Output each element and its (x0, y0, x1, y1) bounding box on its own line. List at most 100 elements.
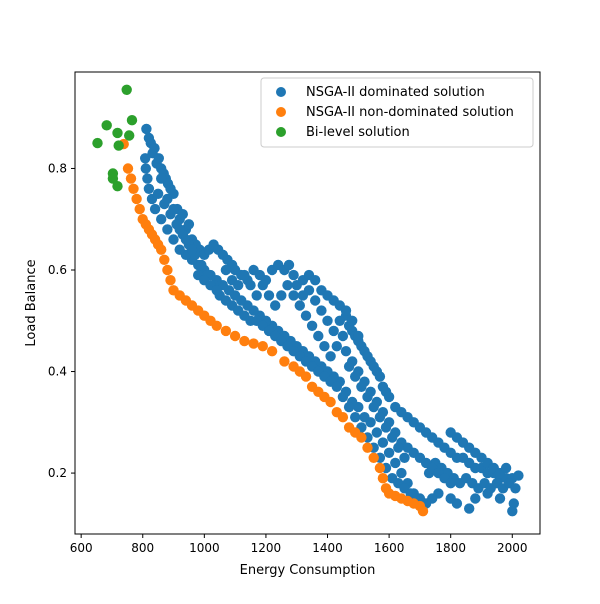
dominated-point (390, 457, 401, 469)
dominated-point (149, 143, 160, 154)
dominated-point (371, 427, 382, 438)
dominated-point (297, 290, 309, 301)
dominated-point (368, 401, 379, 413)
dominated-point (239, 269, 250, 281)
dominated-point (251, 290, 262, 301)
dominated-point (220, 264, 232, 276)
dominated-point (288, 290, 299, 301)
bilevel-point (126, 115, 138, 126)
non-dominated-point (229, 330, 241, 342)
dominated-point (322, 315, 333, 326)
x-tick-label: 1600 (374, 541, 405, 555)
y-tick-label: 0.2 (48, 466, 67, 480)
non-dominated-point (248, 338, 259, 349)
dominated-point (174, 244, 185, 255)
bilevel-point (92, 137, 103, 149)
dominated-point (340, 346, 352, 357)
dominated-point (374, 412, 386, 423)
dominated-point (334, 315, 345, 326)
bilevel-point (107, 173, 119, 184)
dominated-point (380, 422, 392, 433)
legend-label-bilevel: Bi-level solution (306, 125, 410, 140)
y-tick-label: 0.4 (48, 365, 67, 379)
dominated-point (313, 330, 324, 342)
non-dominated-point (279, 356, 290, 367)
dominated-point (343, 401, 355, 413)
dominated-point (168, 234, 179, 245)
series-1 (140, 123, 524, 517)
legend-label-non-dominated: NSGA-II non-dominated solution (306, 105, 514, 120)
x-tick-label: 1000 (189, 541, 220, 555)
non-dominated-point (131, 193, 142, 205)
dominated-point (316, 305, 327, 316)
dominated-point (310, 295, 321, 306)
dominated-point (319, 341, 330, 352)
dominated-point (180, 234, 192, 245)
dominated-point (282, 280, 293, 291)
non-dominated-point (266, 346, 278, 357)
dominated-point (245, 280, 256, 291)
dominated-point (362, 391, 373, 403)
bilevel-point (113, 140, 124, 151)
dominated-point (149, 203, 161, 215)
dominated-point (331, 341, 342, 352)
dominated-point (257, 280, 268, 291)
non-dominated-point (377, 473, 389, 484)
non-dominated-point (417, 506, 429, 517)
y-tick-label: 0.8 (48, 161, 67, 175)
non-dominated-point (257, 341, 268, 352)
bilevel-point (121, 84, 132, 96)
dominated-point (143, 183, 155, 194)
dominated-point (196, 259, 207, 271)
dominated-point (226, 275, 238, 286)
x-tick-label: 600 (70, 541, 93, 555)
dominated-point (470, 493, 481, 504)
dominated-point (356, 381, 367, 392)
dominated-point (383, 447, 395, 458)
series-3 (92, 84, 138, 192)
dominated-point (328, 325, 339, 337)
x-tick-label: 1400 (312, 541, 343, 555)
x-axis-label: Energy Consumption (240, 563, 376, 578)
legend-marker-bilevel (276, 127, 286, 137)
dominated-point (177, 209, 188, 220)
dominated-point (377, 437, 389, 448)
bilevel-point (112, 181, 123, 192)
dominated-point (168, 203, 179, 215)
legend-box (260, 77, 534, 148)
dominated-point (325, 351, 336, 362)
dominated-point (353, 330, 364, 342)
non-dominated-point (211, 320, 222, 331)
y-tick-label: 0.6 (48, 263, 67, 277)
dominated-point (270, 300, 281, 311)
dominated-point (464, 503, 475, 514)
dominated-point (445, 493, 456, 504)
dominated-point (494, 493, 506, 504)
dominated-point (393, 442, 404, 453)
dominated-point (140, 163, 151, 174)
dominated-point (142, 173, 153, 184)
legend-marker-non-dominated (276, 107, 286, 117)
x-tick-label: 1800 (435, 541, 466, 555)
bilevel-point (124, 130, 135, 141)
dominated-point (350, 412, 361, 423)
dominated-point (513, 470, 524, 481)
non-dominated-point (300, 371, 312, 382)
dominated-point (153, 153, 164, 164)
dominated-point (350, 371, 361, 382)
y-axis-label: Load Balance (24, 259, 39, 346)
dominated-point (152, 188, 164, 199)
non-dominated-point (337, 412, 349, 423)
dominated-point (331, 381, 342, 392)
non-dominated-point (162, 264, 173, 276)
dominated-point (263, 290, 275, 301)
legend-marker-dominated (276, 87, 286, 97)
legend: NSGA-II dominated solution NSGA-II non-d… (260, 77, 534, 148)
dominated-point (300, 310, 312, 321)
dominated-point (162, 193, 173, 205)
non-dominated-point (159, 254, 170, 265)
dominated-point (141, 123, 152, 135)
series-2 (118, 138, 429, 517)
